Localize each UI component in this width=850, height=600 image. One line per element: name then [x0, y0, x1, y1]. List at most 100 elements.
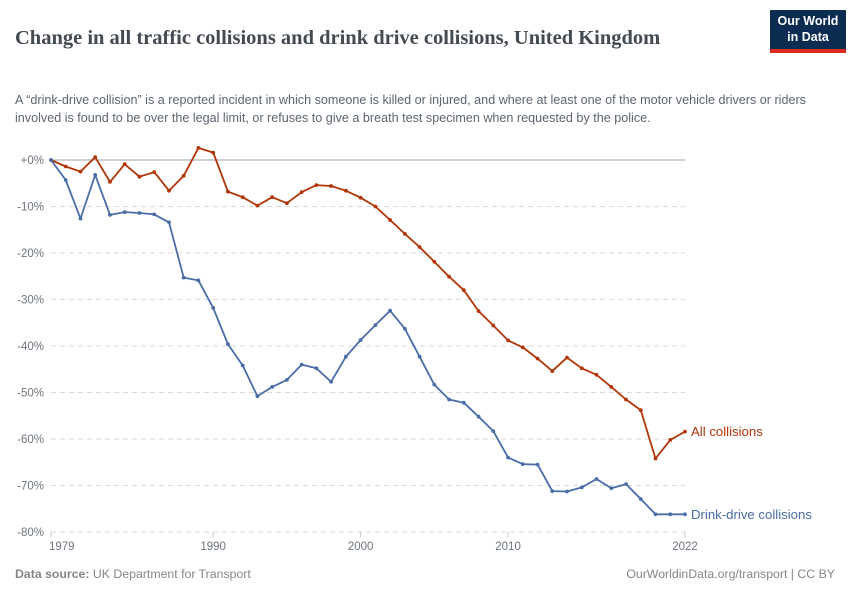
data-point-all-collisions[interactable]: [63, 164, 68, 169]
data-point-drink-drive-collisions[interactable]: [417, 354, 422, 359]
owid-logo[interactable]: Our World in Data: [770, 10, 846, 53]
data-point-all-collisions[interactable]: [491, 323, 496, 328]
data-point-all-collisions[interactable]: [447, 274, 451, 279]
data-point-drink-drive-collisions[interactable]: [255, 394, 260, 399]
data-point-all-collisions[interactable]: [226, 189, 230, 194]
data-point-drink-drive-collisions[interactable]: [638, 497, 643, 501]
data-point-drink-drive-collisions[interactable]: [49, 158, 53, 162]
logo-text-line2: in Data: [787, 29, 829, 44]
data-point-drink-drive-collisions[interactable]: [122, 210, 127, 215]
data-point-all-collisions[interactable]: [299, 190, 304, 195]
data-point-all-collisions[interactable]: [476, 309, 481, 313]
data-point-drink-drive-collisions[interactable]: [388, 308, 392, 313]
data-point-all-collisions[interactable]: [122, 162, 127, 167]
data-point-all-collisions[interactable]: [653, 456, 658, 461]
data-point-all-collisions[interactable]: [152, 170, 157, 175]
data-point-drink-drive-collisions[interactable]: [299, 362, 304, 367]
data-point-drink-drive-collisions[interactable]: [137, 211, 142, 215]
data-point-drink-drive-collisions[interactable]: [63, 178, 68, 182]
owid-link[interactable]: OurWorldinData.org/transport: [626, 567, 788, 581]
data-point-all-collisions[interactable]: [550, 369, 555, 373]
data-point-drink-drive-collisions[interactable]: [108, 213, 112, 217]
data-point-drink-drive-collisions[interactable]: [358, 338, 363, 342]
data-point-all-collisions[interactable]: [638, 408, 643, 413]
data-point-all-collisions[interactable]: [329, 184, 333, 188]
data-point-drink-drive-collisions[interactable]: [152, 212, 157, 217]
data-point-drink-drive-collisions[interactable]: [653, 512, 658, 517]
data-point-drink-drive-collisions[interactable]: [579, 485, 584, 490]
data-point-all-collisions[interactable]: [668, 438, 673, 442]
data-point-all-collisions[interactable]: [506, 338, 510, 343]
data-point-drink-drive-collisions[interactable]: [476, 414, 481, 419]
data-point-all-collisions[interactable]: [432, 259, 437, 264]
data-point-drink-drive-collisions[interactable]: [506, 455, 510, 460]
data-point-drink-drive-collisions[interactable]: [270, 385, 275, 389]
data-point-all-collisions[interactable]: [417, 245, 422, 249]
data-point-all-collisions[interactable]: [344, 188, 348, 193]
data-point-all-collisions[interactable]: [594, 372, 599, 377]
data-point-all-collisions[interactable]: [535, 356, 540, 361]
data-point-drink-drive-collisions[interactable]: [167, 220, 171, 225]
data-point-drink-drive-collisions[interactable]: [432, 382, 437, 387]
data-point-drink-drive-collisions[interactable]: [683, 512, 687, 517]
footer: Data source: UK Department for Transport…: [15, 567, 835, 581]
y-tick-label: +0%: [21, 155, 44, 167]
series-line-drink-drive-collisions[interactable]: [50, 159, 686, 516]
series-line-all-collisions[interactable]: [50, 146, 686, 460]
data-point-drink-drive-collisions[interactable]: [329, 379, 333, 384]
data-point-drink-drive-collisions[interactable]: [565, 489, 569, 494]
data-point-all-collisions[interactable]: [93, 155, 98, 160]
data-point-drink-drive-collisions[interactable]: [491, 429, 496, 433]
data-point-drink-drive-collisions[interactable]: [461, 400, 466, 405]
data-point-drink-drive-collisions[interactable]: [181, 275, 186, 280]
data-point-drink-drive-collisions[interactable]: [535, 462, 540, 467]
data-point-all-collisions[interactable]: [240, 195, 245, 200]
y-tick-label: -70%: [17, 481, 44, 493]
data-point-all-collisions[interactable]: [461, 288, 466, 293]
data-point-drink-drive-collisions[interactable]: [344, 354, 348, 359]
data-point-drink-drive-collisions[interactable]: [609, 486, 614, 491]
data-point-drink-drive-collisions[interactable]: [285, 378, 289, 382]
data-point-all-collisions[interactable]: [609, 385, 614, 389]
data-point-all-collisions[interactable]: [373, 204, 378, 209]
data-point-drink-drive-collisions[interactable]: [403, 326, 407, 331]
data-point-all-collisions[interactable]: [565, 355, 569, 360]
data-point-all-collisions[interactable]: [358, 195, 363, 200]
data-point-all-collisions[interactable]: [624, 397, 628, 402]
data-point-drink-drive-collisions[interactable]: [594, 477, 599, 481]
data-point-all-collisions[interactable]: [403, 232, 407, 236]
data-point-drink-drive-collisions[interactable]: [373, 323, 378, 327]
x-tick-label: 1990: [200, 541, 226, 553]
data-point-drink-drive-collisions[interactable]: [196, 278, 201, 283]
data-point-all-collisions[interactable]: [181, 173, 186, 178]
data-point-all-collisions[interactable]: [314, 183, 319, 188]
data-point-all-collisions[interactable]: [78, 169, 83, 174]
data-point-drink-drive-collisions[interactable]: [93, 173, 98, 177]
data-point-all-collisions[interactable]: [167, 188, 171, 193]
data-point-all-collisions[interactable]: [520, 345, 525, 350]
data-point-drink-drive-collisions[interactable]: [550, 489, 555, 493]
data-point-all-collisions[interactable]: [196, 146, 201, 150]
data-point-all-collisions[interactable]: [137, 174, 142, 179]
data-point-all-collisions[interactable]: [683, 429, 687, 434]
data-point-drink-drive-collisions[interactable]: [226, 342, 230, 346]
data-point-all-collisions[interactable]: [388, 218, 392, 222]
data-source-label: Data source:: [15, 567, 90, 581]
data-point-all-collisions[interactable]: [579, 366, 584, 371]
data-point-drink-drive-collisions[interactable]: [624, 482, 628, 486]
y-tick-label: -30%: [17, 295, 44, 307]
data-point-all-collisions[interactable]: [285, 201, 289, 206]
data-point-drink-drive-collisions[interactable]: [314, 366, 319, 371]
data-point-all-collisions[interactable]: [255, 203, 260, 208]
data-point-all-collisions[interactable]: [211, 150, 216, 155]
data-point-all-collisions[interactable]: [270, 195, 275, 200]
page-subtitle: A “drink-drive collision” is a reported …: [15, 92, 806, 125]
data-point-drink-drive-collisions[interactable]: [78, 216, 83, 221]
data-point-drink-drive-collisions[interactable]: [240, 363, 245, 368]
data-point-all-collisions[interactable]: [108, 180, 112, 184]
data-point-drink-drive-collisions[interactable]: [447, 397, 451, 402]
data-point-drink-drive-collisions[interactable]: [211, 306, 216, 310]
data-point-drink-drive-collisions[interactable]: [520, 462, 525, 466]
data-point-drink-drive-collisions[interactable]: [668, 512, 673, 517]
